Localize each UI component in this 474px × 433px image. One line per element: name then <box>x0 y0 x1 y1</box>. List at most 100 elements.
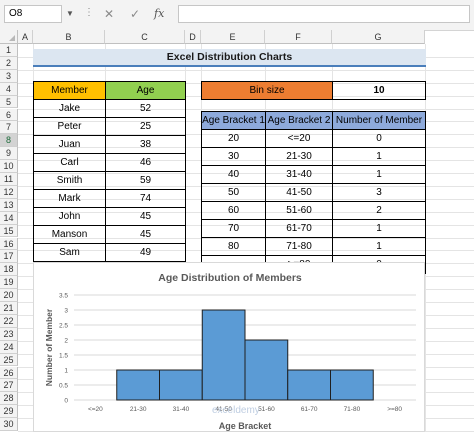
column-header-a[interactable]: A <box>18 30 33 44</box>
member-age-cell[interactable]: 38 <box>105 135 186 154</box>
row-header-11[interactable]: 11 <box>0 173 18 186</box>
formula-input[interactable] <box>178 5 470 23</box>
bracket1-cell[interactable]: 50 <box>201 183 266 202</box>
grid-line-horizontal <box>18 108 474 110</box>
member-count-cell[interactable]: 3 <box>332 183 426 202</box>
x-tick-label: 21-30 <box>130 406 147 413</box>
member-name-cell[interactable]: Manson <box>33 225 106 244</box>
histogram-chart[interactable]: Age Distribution of Members 0 0.5 1 1.5 2 2.5 3… <box>33 262 425 432</box>
member-name-cell[interactable]: John <box>33 207 106 226</box>
bracket2-cell[interactable]: 51-60 <box>265 201 333 220</box>
member-age-cell[interactable]: 74 <box>105 189 186 208</box>
member-age-cell[interactable]: 45 <box>105 207 186 226</box>
row-header-2[interactable]: 2 <box>0 56 18 70</box>
column-header-b[interactable]: B <box>33 30 105 44</box>
row-header-30[interactable]: 30 <box>0 418 18 431</box>
member-age-cell[interactable]: 49 <box>105 243 186 262</box>
bracket1-cell[interactable]: 20 <box>201 129 266 148</box>
member-age-cell[interactable]: 46 <box>105 153 186 172</box>
row-header-27[interactable]: 27 <box>0 379 18 393</box>
member-name-cell[interactable]: Juan <box>33 135 106 154</box>
row-header-6[interactable]: 6 <box>0 108 18 122</box>
column-header-e[interactable]: E <box>201 30 265 44</box>
member-name-cell[interactable]: Carl <box>33 153 106 172</box>
row-header-8[interactable]: 8 <box>0 134 18 148</box>
name-box-dropdown-icon[interactable]: ▼ <box>66 9 74 18</box>
row-header-25[interactable]: 25 <box>0 353 18 367</box>
bin-size-label[interactable]: Bin size <box>201 81 333 100</box>
member-name-cell[interactable]: Sam <box>33 243 106 262</box>
row-header-21[interactable]: 21 <box>0 302 18 315</box>
row-header-17[interactable]: 17 <box>0 250 18 264</box>
row-header-4[interactable]: 4 <box>0 82 18 96</box>
bracket-header-1[interactable]: Age Bracket 1 <box>201 111 266 130</box>
bracket1-cell[interactable]: 40 <box>201 165 266 184</box>
member-row: John 45 <box>33 207 186 226</box>
bracket1-cell[interactable]: 70 <box>201 219 266 238</box>
member-count-cell[interactable]: 1 <box>332 219 426 238</box>
member-count-cell[interactable]: 1 <box>332 237 426 256</box>
member-age-cell[interactable]: 25 <box>105 117 186 136</box>
column-header-g[interactable]: G <box>332 30 425 44</box>
bracket1-cell[interactable]: 60 <box>201 201 266 220</box>
row-header-23[interactable]: 23 <box>0 327 18 341</box>
row-header-15[interactable]: 15 <box>0 224 18 238</box>
member-name-cell[interactable]: Smith <box>33 171 106 190</box>
member-age-cell[interactable]: 45 <box>105 225 186 244</box>
member-count-cell[interactable]: 1 <box>332 165 426 184</box>
column-header-d[interactable]: D <box>185 30 201 44</box>
row-header-9[interactable]: 9 <box>0 147 18 161</box>
row-header-28[interactable]: 28 <box>0 392 18 406</box>
y-axis-title: Number of Member <box>44 308 54 386</box>
histogram-bar <box>244 339 289 401</box>
row-header-14[interactable]: 14 <box>0 211 18 225</box>
row-header-29[interactable]: 29 <box>0 405 18 419</box>
bracket1-cell[interactable]: 80 <box>201 237 266 256</box>
sheet-title[interactable]: Excel Distribution Charts <box>33 49 426 67</box>
bracket2-cell[interactable]: <=20 <box>265 129 333 148</box>
age-header[interactable]: Age <box>105 81 186 100</box>
row-header-7[interactable]: 7 <box>0 121 18 135</box>
member-header[interactable]: Member <box>33 81 106 100</box>
row-header-12[interactable]: 12 <box>0 185 18 199</box>
grid-line-horizontal <box>18 69 474 71</box>
bracket2-cell[interactable]: 71-80 <box>265 237 333 256</box>
member-count-cell[interactable]: 2 <box>332 201 426 220</box>
row-header-1[interactable]: 1 <box>0 44 18 57</box>
name-box[interactable]: O8 <box>4 5 62 23</box>
column-header-f[interactable]: F <box>265 30 332 44</box>
bracket2-cell[interactable]: 41-50 <box>265 183 333 202</box>
row-header-16[interactable]: 16 <box>0 237 18 251</box>
row-header-20[interactable]: 20 <box>0 289 18 302</box>
member-name-cell[interactable]: Peter <box>33 117 106 136</box>
bracket2-cell[interactable]: 61-70 <box>265 219 333 238</box>
member-count-cell[interactable]: 0 <box>332 129 426 148</box>
select-all-button[interactable] <box>0 30 18 44</box>
bracket-header-2[interactable]: Age Bracket 2 <box>265 111 333 130</box>
bracket1-cell[interactable]: 30 <box>201 147 266 166</box>
cancel-icon[interactable]: ✕ <box>104 7 115 21</box>
column-header-c[interactable]: C <box>105 30 185 44</box>
row-header-18[interactable]: 18 <box>0 263 18 277</box>
row-header-26[interactable]: 26 <box>0 366 18 380</box>
bin-size-value[interactable]: 10 <box>332 81 426 100</box>
member-count-cell[interactable]: 1 <box>332 147 426 166</box>
bracket-header-3[interactable]: Number of Member <box>332 111 426 130</box>
bracket-row: 60 51-60 2 <box>201 201 426 220</box>
row-header-10[interactable]: 10 <box>0 160 18 173</box>
row-header-22[interactable]: 22 <box>0 314 18 328</box>
member-age-cell[interactable]: 59 <box>105 171 186 190</box>
bracket2-cell[interactable]: 31-40 <box>265 165 333 184</box>
row-header-13[interactable]: 13 <box>0 198 18 212</box>
insert-function-icon[interactable]: fx <box>154 7 165 20</box>
y-tick-label: 3.5 <box>59 293 68 300</box>
member-name-cell[interactable]: Mark <box>33 189 106 208</box>
member-name-cell[interactable]: Jake <box>33 99 106 118</box>
bracket2-cell[interactable]: 21-30 <box>265 147 333 166</box>
row-header-24[interactable]: 24 <box>0 340 18 354</box>
row-header-19[interactable]: 19 <box>0 276 18 290</box>
row-header-3[interactable]: 3 <box>0 69 18 83</box>
member-age-cell[interactable]: 52 <box>105 99 186 118</box>
enter-icon[interactable]: ✓ <box>130 7 141 21</box>
row-header-5[interactable]: 5 <box>0 95 18 109</box>
